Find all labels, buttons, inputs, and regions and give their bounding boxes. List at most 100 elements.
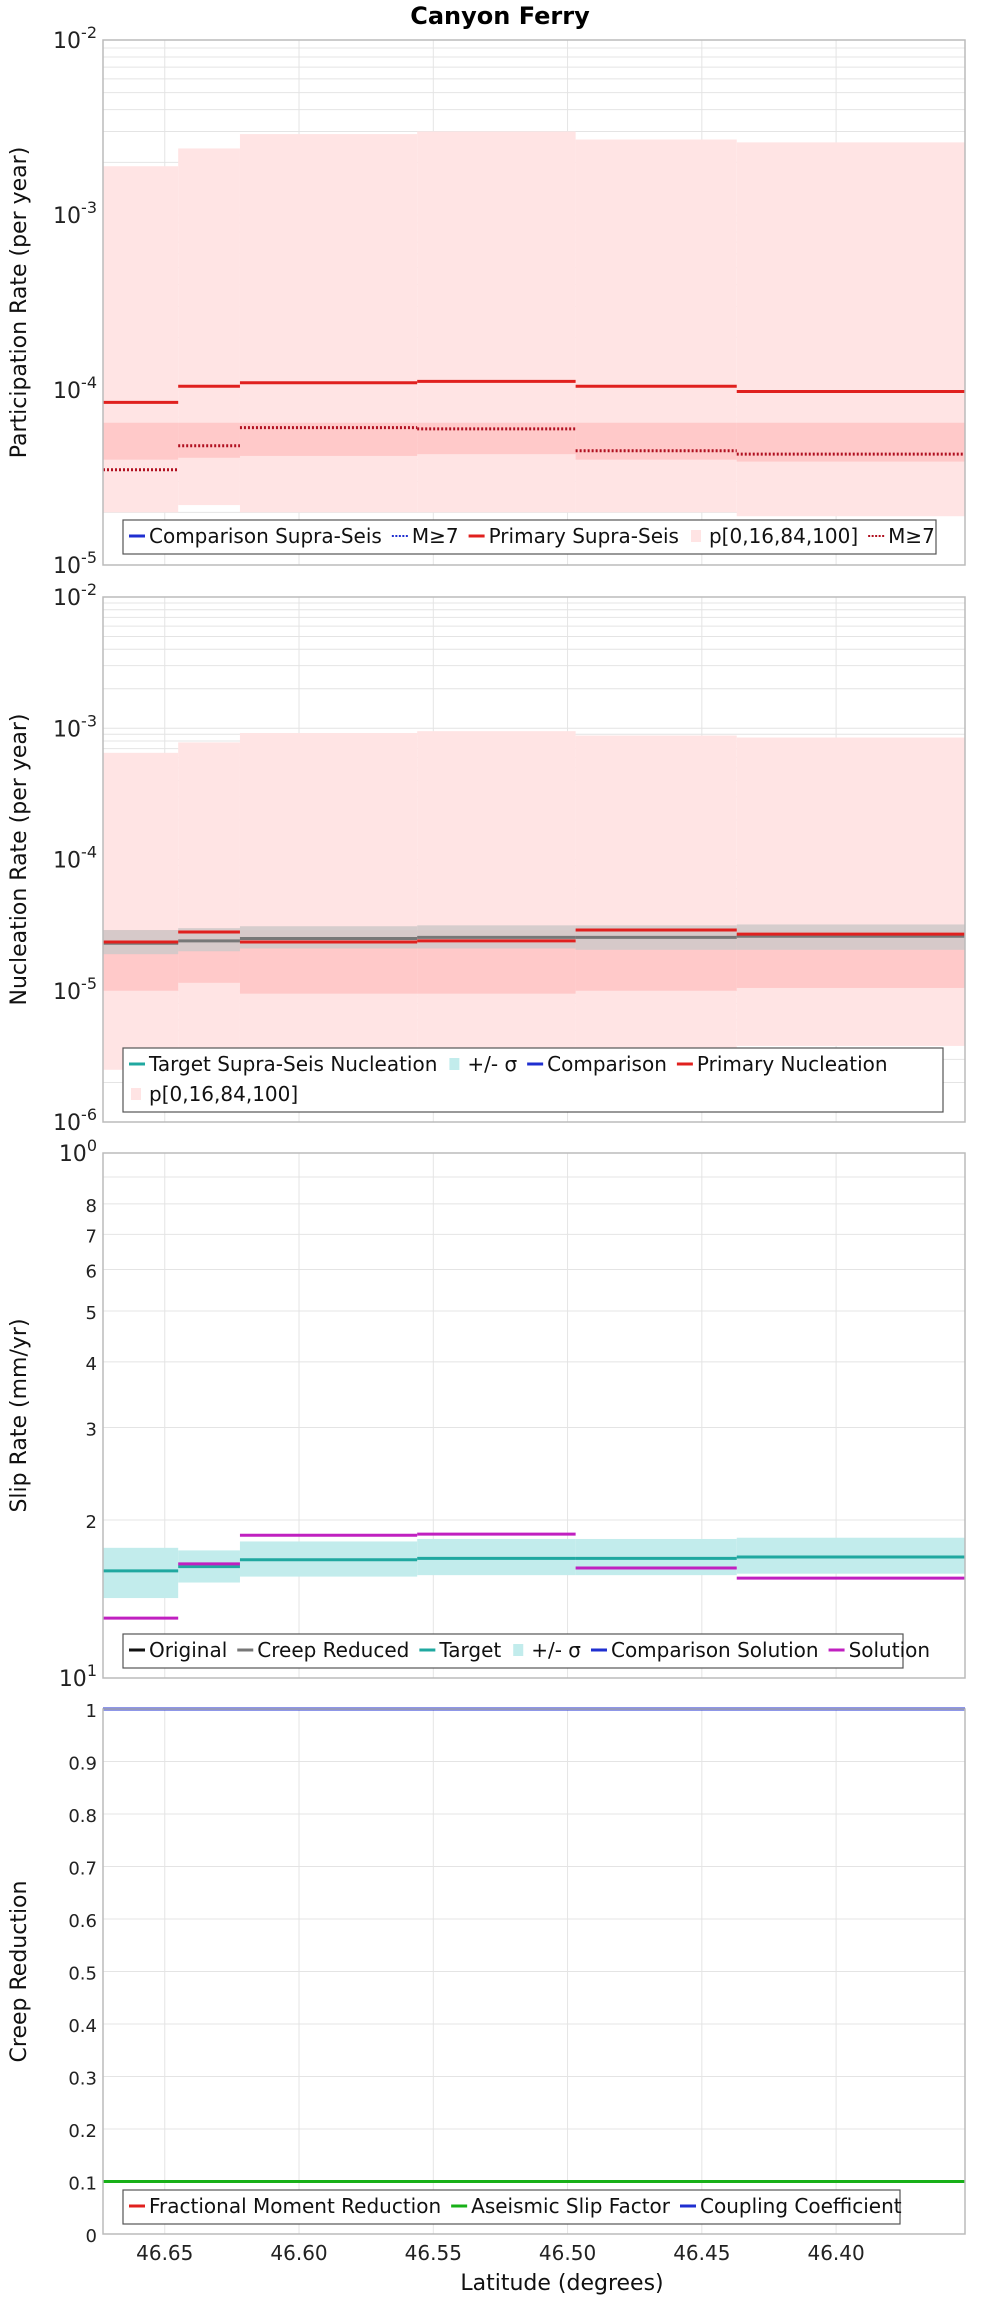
y-tick-label: 10-6 — [53, 1105, 97, 1136]
legend-label: +/- σ — [531, 1638, 581, 1662]
y-tick-label: 10-5 — [53, 548, 97, 579]
x-tick-label: 46.45 — [673, 2241, 730, 2265]
legend-item: Comparison Solution — [590, 1638, 819, 1662]
tick-base: 0.6 — [68, 1911, 97, 1932]
y-tick-label: 10-3 — [53, 711, 97, 742]
tick-base: 4 — [86, 1354, 97, 1375]
band-segment — [417, 731, 576, 1060]
legend: Original Creep Reduced Target +/- σ Comparis… — [122, 1633, 930, 1669]
panel-frame — [102, 596, 966, 1123]
tick-base: 8 — [86, 1196, 97, 1217]
x-tick-label: 46.60 — [270, 2241, 327, 2265]
series-solution — [103, 1532, 965, 1620]
tick-exponent: -5 — [81, 974, 97, 993]
y-tick-label: 3 — [86, 1420, 97, 1441]
band-segment — [103, 752, 179, 1070]
tick-base: 10 — [53, 717, 81, 742]
legend-item: Creep Reduced — [237, 1638, 409, 1662]
y-tick-label: 10-2 — [53, 580, 97, 611]
legend-item: Comparison — [527, 1052, 667, 1076]
legend-label: M≥7 — [888, 524, 935, 548]
legend-label: Comparison Supra-Seis — [149, 524, 382, 548]
y-tick-label: 10-3 — [53, 198, 97, 229]
y-tick-label: 0.7 — [68, 1859, 97, 1880]
y-tick-labels: 10-610-510-410-310-2 — [53, 580, 97, 1136]
tick-base: 6 — [86, 1261, 97, 1282]
legend-label: Primary Nucleation — [697, 1052, 888, 1076]
legend-swatch — [449, 1058, 460, 1070]
band-segment — [417, 422, 576, 455]
y-tick-label: 8 — [86, 1196, 97, 1217]
legend-item: +/- σ — [513, 1638, 581, 1662]
tick-exponent: -6 — [81, 1105, 97, 1124]
y-tick-label: 0.9 — [68, 1754, 97, 1775]
legend-item: Primary Supra-Seis — [468, 524, 679, 548]
legend-label: Fractional Moment Reduction — [149, 2194, 441, 2218]
tick-base: 10 — [53, 204, 81, 229]
y-tick-label: 10-4 — [53, 373, 97, 404]
series-primary-supra-seis — [103, 379, 965, 404]
legend: Fractional Moment Reduction Aseismic Slip… — [122, 2189, 902, 2225]
tick-base: 0.9 — [68, 1754, 97, 1775]
series-target-supra-seis-nucleation — [103, 934, 965, 945]
tick-base: 10 — [53, 849, 81, 874]
y-tick-labels: 0 0.1 0.2 0.3 0.4 0.5 0.6 0.7 0.8 0.9 1 — [68, 1701, 97, 2247]
legend-item: Target Supra-Seis Nucleation — [129, 1052, 437, 1076]
tick-base: 0.7 — [68, 1859, 97, 1880]
tick-base: 5 — [86, 1303, 97, 1324]
tick-base: 1 — [86, 1701, 97, 1722]
legend-label: Solution — [849, 1638, 930, 1662]
series-primary-nucleation — [103, 928, 965, 944]
band-segment — [575, 422, 737, 460]
plot-area — [103, 1153, 965, 1678]
y-tick-label: 101 — [59, 1661, 97, 1692]
y-tick-label: 2 — [86, 1512, 97, 1533]
tick-exponent: -3 — [81, 198, 97, 217]
legend-item: Original — [129, 1638, 227, 1662]
y-tick-label: 6 — [86, 1261, 97, 1282]
legend-item: Coupling Coefficient — [680, 2194, 902, 2218]
y-axis-label: Slip Rate (mm/yr) — [7, 1318, 32, 1512]
legend-label: Comparison Solution — [611, 1638, 819, 1662]
tick-base: 10 — [53, 1111, 81, 1136]
tick-base: 2 — [86, 1512, 97, 1533]
tick-base: 3 — [86, 1420, 97, 1441]
tick-base: 0.1 — [68, 2174, 97, 2195]
tick-base: 10 — [53, 379, 81, 404]
legend-label: Comparison — [547, 1052, 667, 1076]
tick-exponent: -4 — [81, 843, 97, 862]
tick-base: 10 — [53, 554, 81, 579]
tick-exponent: -2 — [81, 23, 97, 42]
legend-label: Target Supra-Seis Nucleation — [148, 1052, 437, 1076]
y-tick-label: 0.6 — [68, 1911, 97, 1932]
panel-frame — [102, 1152, 966, 1679]
tick-exponent: -3 — [81, 711, 97, 730]
y-tick-label: 10-4 — [53, 843, 97, 874]
series-target — [103, 1555, 965, 1573]
series-m-7 — [103, 426, 965, 472]
tick-base: 10 — [53, 29, 81, 54]
x-tick-labels: 46.65 46.60 46.55 46.50 46.45 46.40 — [136, 2241, 865, 2265]
tick-base: 0.2 — [68, 2121, 97, 2142]
panel-creep: 0 0.1 0.2 0.3 0.4 0.5 0.6 0.7 0.8 0.9 1 Creep Reduc… — [7, 1701, 966, 2247]
legend-label: Coupling Coefficient — [700, 2194, 902, 2218]
legend-item: Comparison Supra-Seis — [129, 524, 382, 548]
y-axis-label: Creep Reduction — [7, 1881, 32, 2063]
legend-label: Aseismic Slip Factor — [471, 2194, 671, 2218]
tick-exponent: -2 — [81, 580, 97, 599]
y-tick-label: 7 — [86, 1226, 97, 1247]
y-tick-label: 0 — [86, 2226, 97, 2247]
x-tick-label: 46.50 — [539, 2241, 596, 2265]
legend-label: Original — [149, 1638, 227, 1662]
band-segment — [417, 131, 576, 513]
legend-item: M≥7 — [868, 524, 935, 548]
legend-box — [122, 519, 937, 555]
tick-exponent: 1 — [87, 1661, 97, 1680]
band-segment — [178, 422, 240, 458]
legend-item: M≥7 — [391, 524, 459, 548]
y-tick-labels: 10-510-410-310-2 — [53, 23, 97, 579]
legend-label: Target — [438, 1638, 501, 1662]
